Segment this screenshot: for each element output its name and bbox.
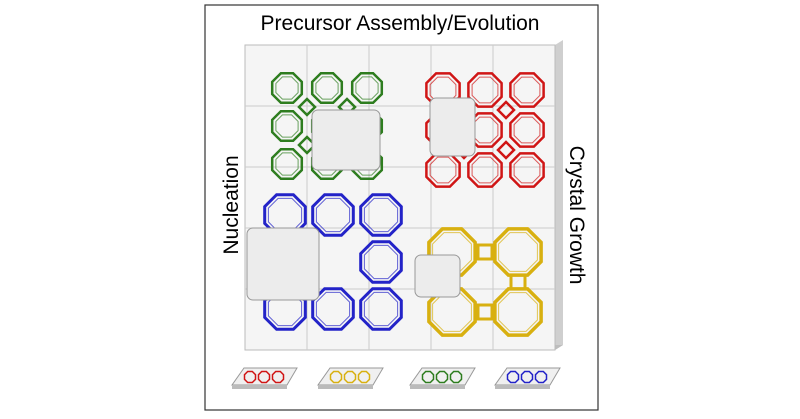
framework-ring: [435, 370, 449, 384]
framework-ring: [506, 370, 520, 384]
framework-ring: [509, 112, 545, 148]
framework-ring: [513, 156, 541, 184]
framework-ring: [467, 152, 503, 188]
framework-ring: [513, 76, 541, 104]
loose-piece-shadow: [410, 385, 465, 389]
framework-ring: [513, 116, 541, 144]
framework-ring: [498, 232, 538, 272]
framework-ring: [270, 71, 304, 105]
puzzle-piece: [414, 254, 461, 298]
board-content: [231, 45, 561, 389]
framework-ring: [275, 114, 299, 138]
framework-ring: [425, 152, 461, 188]
framework-ring: [363, 197, 399, 233]
framework-square: [476, 303, 494, 321]
framework-ring: [270, 109, 304, 143]
framework-ring: [257, 370, 271, 384]
framework-ring: [350, 71, 384, 105]
framework-ring: [329, 370, 343, 384]
puzzle-piece: [246, 227, 320, 301]
framework-ring: [471, 76, 499, 104]
framework-ring: [534, 370, 548, 384]
loose-piece-shadow: [495, 385, 550, 389]
framework-ring: [270, 147, 304, 181]
framework-ring: [275, 76, 299, 100]
board-edge: [555, 40, 563, 350]
puzzle-piece: [311, 109, 381, 171]
framework-ring: [315, 291, 351, 327]
right-label: Crystal Growth: [565, 146, 588, 285]
loose-piece-shadow: [318, 385, 373, 389]
framework-ring: [359, 193, 403, 237]
loose-piece-shadow: [232, 385, 287, 389]
framework-square: [476, 243, 494, 261]
framework-ring: [343, 370, 357, 384]
framework-square: [509, 273, 527, 291]
framework-ring: [363, 291, 399, 327]
framework-ring: [357, 370, 371, 384]
framework-ring: [449, 370, 463, 384]
framework-ring: [315, 197, 351, 233]
framework-ring: [311, 193, 355, 237]
framework-square: [297, 97, 317, 117]
framework-ring: [315, 76, 339, 100]
framework-square: [496, 100, 516, 120]
framework-ring: [509, 152, 545, 188]
title: Precursor Assembly/Evolution: [261, 12, 540, 35]
framework-ring: [432, 292, 472, 332]
framework-ring: [271, 370, 285, 384]
framework-ring: [363, 244, 399, 280]
framework-ring: [310, 71, 344, 105]
framework-ring: [493, 287, 543, 337]
framework-ring: [520, 370, 534, 384]
framework-ring: [359, 287, 403, 331]
framework-ring: [427, 287, 477, 337]
framework-ring: [498, 292, 538, 332]
framework-ring: [509, 72, 545, 108]
framework-ring: [429, 156, 457, 184]
framework-ring: [421, 370, 435, 384]
framework-ring: [243, 370, 257, 384]
framework-ring: [471, 156, 499, 184]
framework-ring: [359, 240, 403, 284]
left-label: Nucleation: [220, 155, 243, 254]
framework-ring: [467, 72, 503, 108]
framework-ring: [311, 287, 355, 331]
puzzle-piece: [429, 97, 476, 157]
framework-square: [496, 140, 516, 160]
framework-ring: [355, 76, 379, 100]
framework-ring: [275, 152, 299, 176]
